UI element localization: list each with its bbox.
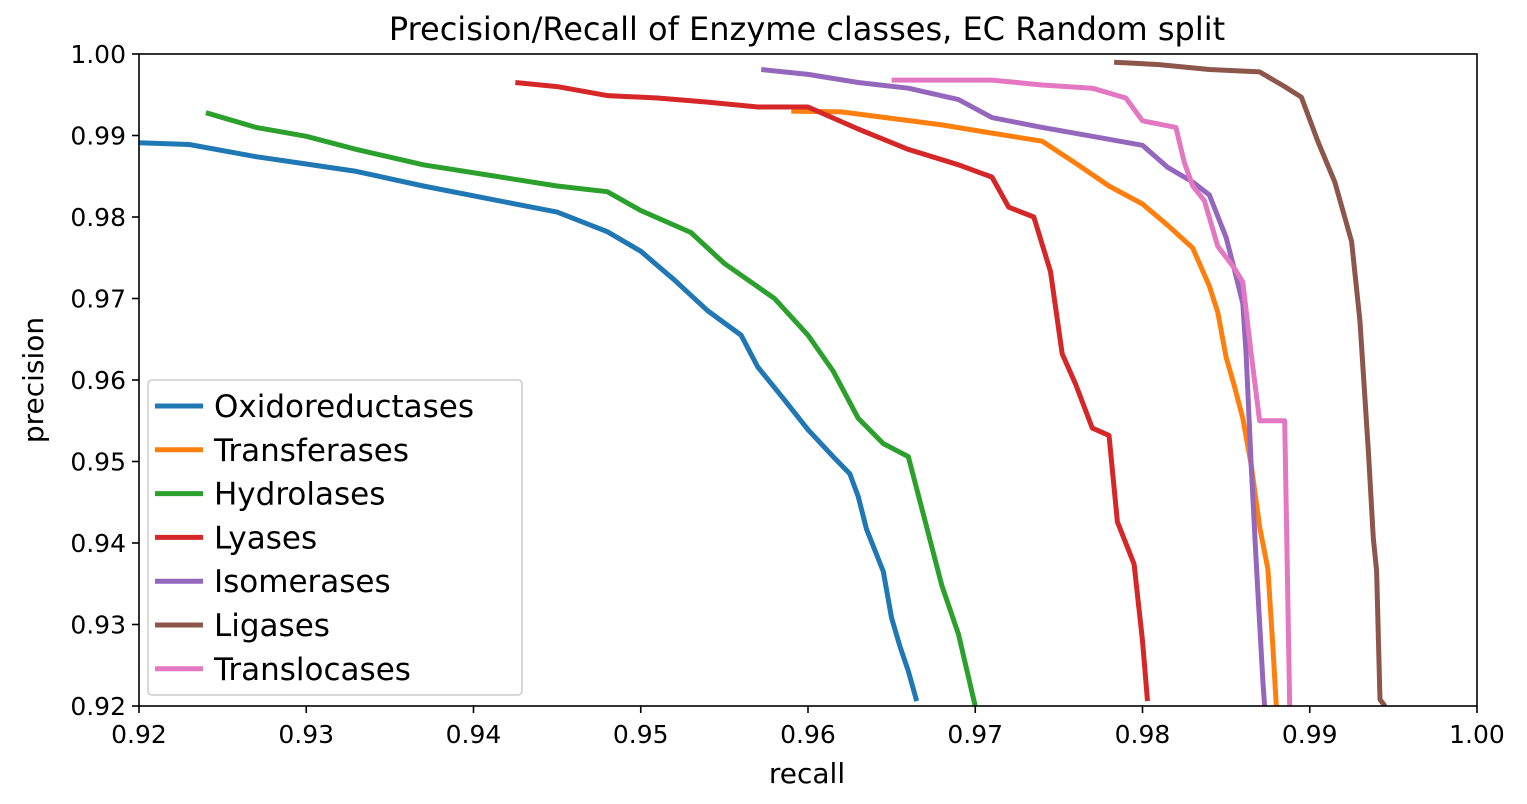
legend: Oxidoreductases Transferases Hydrolases Lya… (147, 379, 523, 696)
legend-label-transferases: Transferases (213, 433, 409, 469)
chart-title: Precision/Recall of Enzyme classes, EC R… (389, 10, 1225, 48)
series-line-oxidoreductases (139, 140, 920, 702)
x-tick-label: 0.93 (278, 720, 334, 749)
legend-label-hydrolases: Hydrolases (214, 477, 385, 513)
x-tick-label: 0.99 (1282, 720, 1338, 749)
x-tick-label: 0.92 (111, 720, 167, 749)
series-line-transferases (791, 108, 1279, 706)
y-tick-label: 0.93 (70, 611, 126, 640)
y-tick-label: 0.99 (70, 122, 126, 151)
y-tick-label: 0.95 (70, 448, 126, 477)
series-line-lyases (515, 80, 1150, 702)
legend-label-ligases: Ligases (214, 608, 330, 644)
y-tick-label: 0.98 (70, 203, 126, 232)
series-line-ligases (1113, 59, 1387, 706)
legend-box (147, 379, 523, 696)
x-tick-label: 0.97 (947, 720, 1003, 749)
series-lines (139, 59, 1387, 706)
y-axis: 0.92 0.93 0.94 0.95 0.96 0.97 0.98 0.99 1.00 (70, 40, 139, 721)
y-tick-label: 1.00 (70, 40, 126, 69)
x-tick-label: 0.95 (613, 720, 669, 749)
y-tick-label: 0.92 (70, 692, 126, 721)
y-tick-label: 0.96 (70, 366, 126, 395)
series-line-hydrolases (205, 110, 978, 706)
legend-label-isomerases: Isomerases (214, 564, 391, 600)
series-line-isomerases (760, 67, 1268, 706)
x-tick-label: 0.94 (446, 720, 502, 749)
y-tick-label: 0.94 (70, 529, 126, 558)
y-tick-label: 0.97 (70, 285, 126, 314)
legend-label-translocases: Translocases (213, 652, 411, 688)
y-axis-label: precision (17, 317, 50, 443)
x-axis: 0.92 0.93 0.94 0.95 0.96 0.97 0.98 0.99 1.00 (111, 706, 1505, 749)
x-axis-label: recall (769, 757, 845, 790)
legend-label-oxidoreductases: Oxidoreductases (214, 389, 474, 425)
legend-label-lyases: Lyases (214, 520, 317, 556)
x-tick-label: 1.00 (1449, 720, 1505, 749)
x-tick-label: 0.98 (1115, 720, 1171, 749)
x-tick-label: 0.96 (780, 720, 836, 749)
series-line-translocases (891, 77, 1293, 706)
